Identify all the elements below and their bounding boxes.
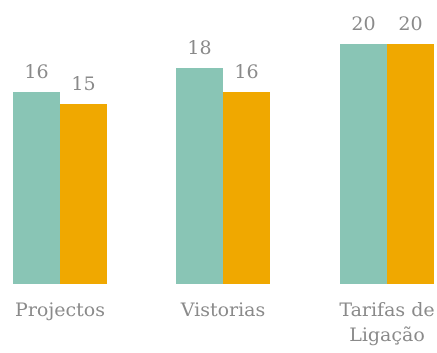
value-label-series-1-cat-2: 18 [187, 37, 211, 59]
bar-series-1-cat-2 [176, 68, 223, 284]
category-label-3-line-1: Tarifas de [339, 299, 434, 321]
category-label-2-line-1: Vistorias [180, 299, 266, 321]
category-labels-layer: Projectos Vistorias Tarifas de Ligação [15, 299, 435, 346]
value-labels-layer: 16 15 18 16 20 20 [24, 13, 422, 95]
value-label-series-1-cat-1: 16 [24, 61, 48, 83]
category-label-1: Projectos [15, 299, 105, 321]
bar-series-1-cat-3 [340, 44, 387, 284]
value-label-series-2-cat-1: 15 [71, 73, 95, 95]
bar-series-2-cat-3 [387, 44, 434, 284]
bar-series-2-cat-2 [223, 92, 270, 284]
bar-series-1-cat-1 [13, 92, 60, 284]
category-label-3-line-2: Ligação [349, 324, 425, 346]
category-label-2: Vistorias [180, 299, 266, 321]
value-label-series-1-cat-3: 20 [351, 13, 375, 35]
bars-layer [13, 44, 434, 284]
category-label-3: Tarifas de Ligação [339, 299, 434, 346]
bar-series-2-cat-1 [60, 104, 107, 284]
value-label-series-2-cat-3: 20 [398, 13, 422, 35]
category-label-1-line-1: Projectos [15, 299, 105, 321]
value-label-series-2-cat-2: 16 [234, 61, 258, 83]
